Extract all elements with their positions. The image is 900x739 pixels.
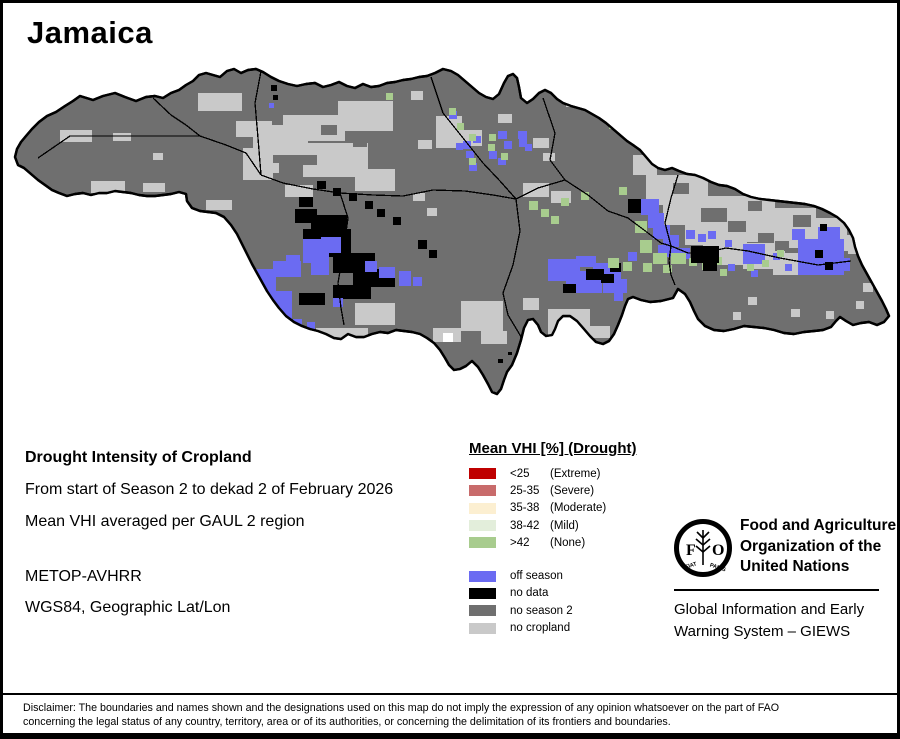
admin-boundary (664, 174, 679, 247)
legend-row: >42 (None) (469, 534, 699, 551)
legend: Mean VHI [%] (Drought) <25 (Extreme) 25-35… (469, 440, 699, 637)
legend-range: <25 (510, 467, 530, 480)
legend-swatch (469, 485, 496, 497)
legend-range: >42 (510, 536, 530, 549)
legend-gap (469, 551, 699, 567)
disclaimer-line: Disclaimer: The boundaries and names sho… (23, 702, 780, 714)
fao-logo-icon: F O FIAT PANIS (674, 519, 732, 577)
legend-label: (Severe) (550, 484, 595, 497)
legend-drought-list: <25 (Extreme) 25-35 (Severe) 35-38 (Moderate)… (469, 465, 699, 551)
page-title: Jamaica (27, 15, 153, 50)
giews-line: Warning System – GIEWS (674, 622, 851, 640)
legend-row: 38-42 (Mild) (469, 517, 699, 534)
coastline (13, 67, 891, 396)
legend-row: 35-38 (Moderate) (469, 500, 699, 517)
legend-label: off season (510, 570, 563, 583)
giews-label: Global Information and Early Warning Sys… (674, 599, 864, 642)
raster-patches (37, 70, 873, 348)
legend-title: Mean VHI [%] (Drought) (469, 440, 637, 457)
legend-row: no season 2 (469, 602, 699, 619)
admin-boundary (542, 97, 566, 181)
legend-label: no cropland (510, 622, 571, 635)
fao-org-line: Organization of the (740, 537, 882, 555)
admin-boundary (515, 179, 566, 200)
fao-motto-panis: PANIS (709, 563, 727, 574)
legend-label: (Extreme) (550, 467, 601, 480)
map-method: Mean VHI averaged per GAUL 2 region (25, 513, 305, 530)
legend-swatch (469, 502, 496, 514)
map-sensor: METOP-AVHRR (25, 568, 142, 585)
islet (498, 359, 503, 363)
legend-range: 25-35 (510, 484, 540, 497)
islet (508, 352, 512, 355)
fao-logo-letter-o: O (712, 542, 724, 559)
legend-swatch (469, 570, 496, 582)
legend-swatch (469, 587, 496, 599)
admin-boundary (564, 179, 672, 247)
admin-boundary (670, 245, 852, 266)
legend-swatch (469, 622, 496, 634)
legend-label: no season 2 (510, 604, 573, 617)
legend-swatch (469, 468, 496, 480)
legend-range: 35-38 (510, 502, 540, 515)
map-subtitle: Drought Intensity of Cropland (25, 449, 252, 466)
admin-boundary (502, 198, 526, 348)
legend-row: 25-35 (Severe) (469, 482, 699, 499)
disclaimer: Disclaimer: The boundaries and names sho… (23, 701, 779, 729)
legend-label: (None) (550, 536, 586, 549)
wheat-ear-icon (695, 530, 711, 565)
admin-boundary (254, 70, 262, 176)
footer-divider (3, 693, 897, 695)
fao-org-line: Food and Agriculture (740, 517, 897, 534)
map-period: From start of Season 2 to dekad 2 of Feb… (25, 481, 394, 498)
fao-logo-letter-f: F (686, 542, 696, 559)
legend-other-list: off season no data no season 2 no cropland (469, 567, 699, 636)
legend-label: (Mild) (550, 519, 579, 532)
admin-boundary (152, 97, 201, 137)
legend-swatch (469, 537, 496, 549)
legend-row: <25 (Extreme) (469, 465, 699, 482)
admin-boundary (430, 76, 517, 200)
fao-motto-fiat: FIAT (685, 561, 699, 571)
disclaimer-line: concerning the legal status of any count… (23, 716, 671, 728)
admin-boundary (260, 174, 517, 200)
legend-row: off season (469, 567, 699, 584)
legend-label: (Moderate) (550, 502, 607, 515)
jamaica-drought-map (13, 67, 891, 396)
legend-swatch (469, 605, 496, 617)
giews-line: Global Information and Early (674, 601, 865, 618)
fao-org-line: United Nations (740, 558, 850, 575)
admin-boundary (668, 245, 676, 286)
fao-org-name: Food and Agriculture Organization of the… (740, 516, 896, 578)
fao-divider (674, 589, 879, 591)
legend-swatch (469, 520, 496, 532)
admin-boundary (337, 192, 349, 326)
map-projection: WGS84, Geographic Lat/Lon (25, 599, 231, 616)
legend-row: no cropland (469, 619, 699, 636)
legend-label: no data (510, 587, 549, 600)
legend-range: 38-42 (510, 519, 540, 532)
legend-row: no data (469, 585, 699, 602)
